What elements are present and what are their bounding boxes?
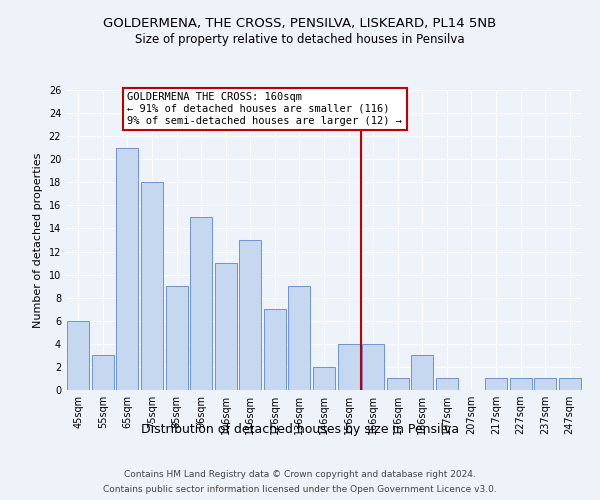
Bar [313,367,335,390]
Text: GOLDERMENA THE CROSS: 160sqm
← 91% of detached houses are smaller (116)
9% of se: GOLDERMENA THE CROSS: 160sqm ← 91% of de… [127,92,403,126]
Bar [239,240,262,390]
Bar [166,286,188,390]
Bar [67,321,89,390]
Bar [264,309,286,390]
Bar [436,378,458,390]
Bar [92,356,114,390]
Y-axis label: Number of detached properties: Number of detached properties [33,152,43,328]
Bar [559,378,581,390]
Bar [485,378,507,390]
Bar [509,378,532,390]
Bar [411,356,433,390]
Text: GOLDERMENA, THE CROSS, PENSILVA, LISKEARD, PL14 5NB: GOLDERMENA, THE CROSS, PENSILVA, LISKEAR… [103,18,497,30]
Text: Contains HM Land Registry data © Crown copyright and database right 2024.: Contains HM Land Registry data © Crown c… [124,470,476,479]
Bar [116,148,139,390]
Bar [534,378,556,390]
Bar [289,286,310,390]
Text: Size of property relative to detached houses in Pensilva: Size of property relative to detached ho… [135,32,465,46]
Bar [386,378,409,390]
Text: Contains public sector information licensed under the Open Government Licence v3: Contains public sector information licen… [103,485,497,494]
Bar [141,182,163,390]
Bar [215,263,237,390]
Bar [362,344,384,390]
Bar [190,217,212,390]
Text: Distribution of detached houses by size in Pensilva: Distribution of detached houses by size … [141,422,459,436]
Bar [338,344,359,390]
